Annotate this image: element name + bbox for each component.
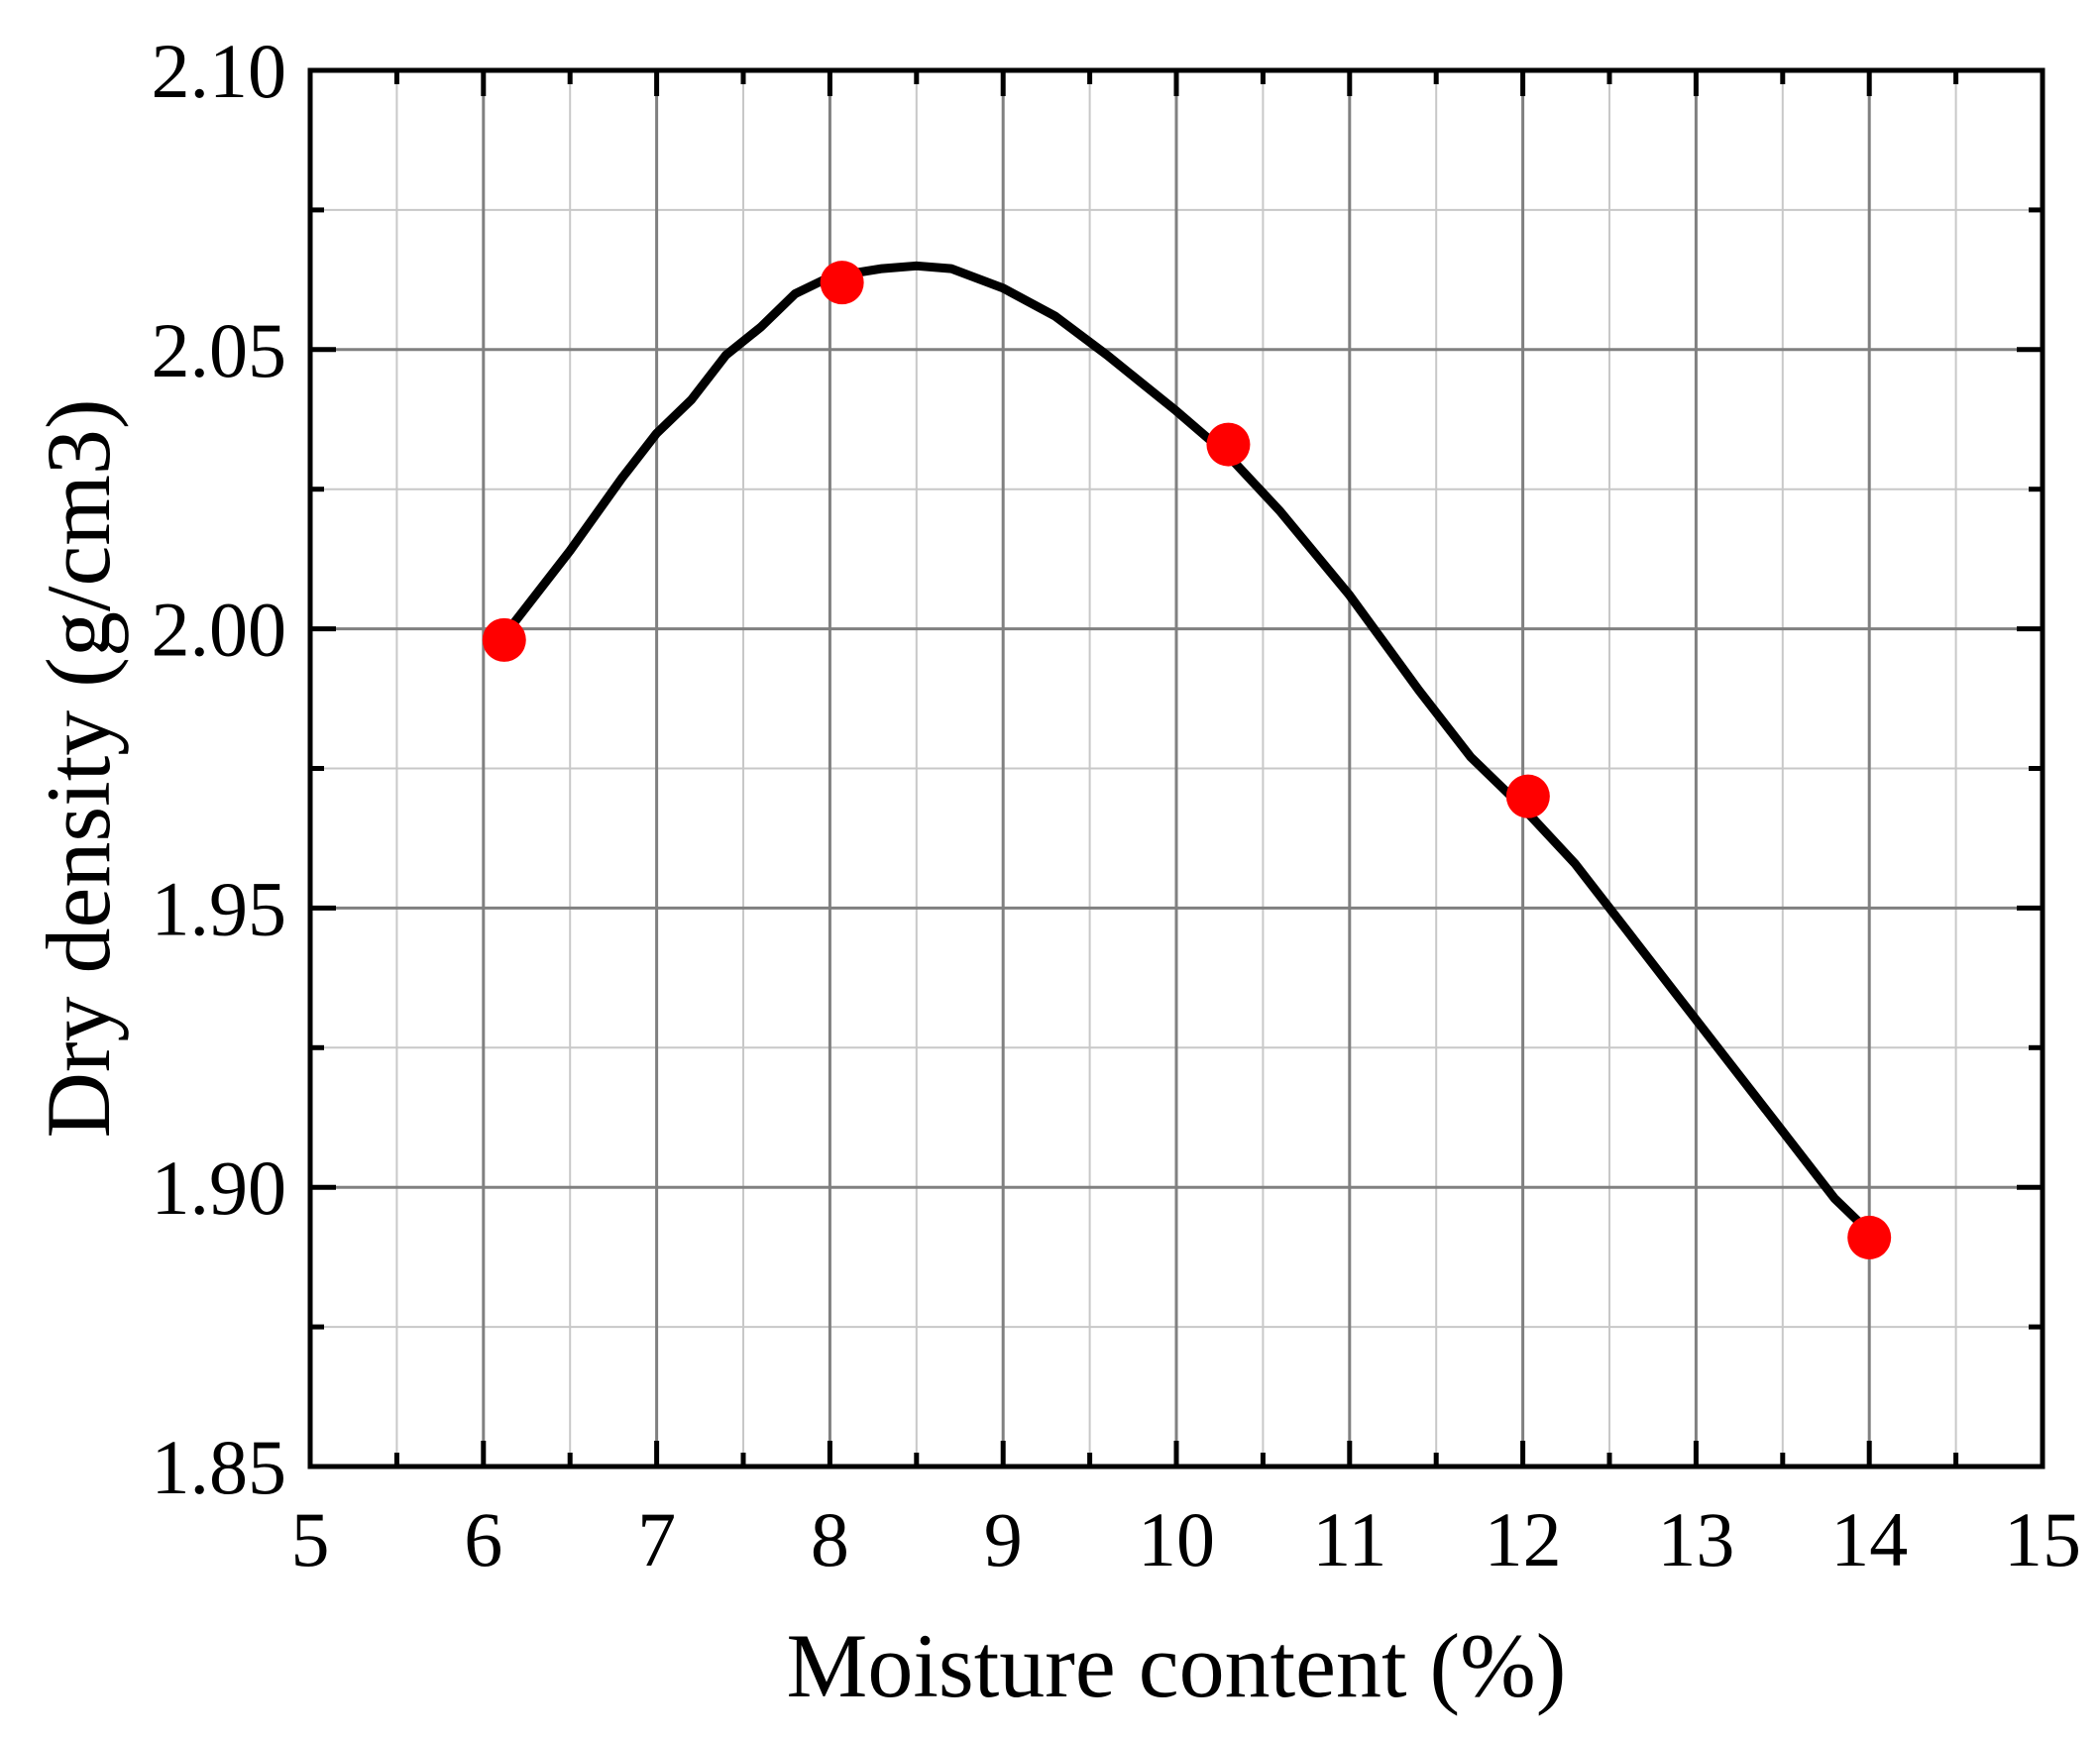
x-tick-labels: 5 6 7 8 9 10 11 12 13 14 15: [291, 1496, 2082, 1582]
x-tick-label: 10: [1138, 1496, 1215, 1582]
gridlines: [308, 68, 2045, 1468]
x-tick-label: 9: [984, 1496, 1023, 1582]
y-tick-label: 1.95: [152, 865, 287, 951]
y-tick-label: 1.85: [152, 1424, 287, 1510]
y-tick-label: 2.05: [152, 307, 287, 393]
x-tick-label: 11: [1312, 1496, 1386, 1582]
data-points: [482, 261, 1892, 1259]
data-point: [482, 617, 526, 662]
x-axis-title: Moisture content (%): [787, 1615, 1567, 1716]
data-point: [1206, 422, 1251, 467]
x-tick-label: 15: [2004, 1496, 2081, 1582]
plot-frame: [307, 67, 2045, 1469]
y-axis-title: Dry density (g/cm3): [28, 398, 129, 1138]
x-tick-label: 12: [1485, 1496, 1562, 1582]
x-tick-label: 5: [291, 1496, 330, 1582]
data-point: [1505, 774, 1550, 818]
x-tick-label: 14: [1830, 1496, 1908, 1582]
x-tick-label: 8: [811, 1496, 849, 1582]
x-tick-label: 13: [1657, 1496, 1734, 1582]
y-tick-label: 1.90: [152, 1144, 287, 1231]
y-tick-label: 2.00: [152, 587, 287, 673]
y-tick-label: 2.10: [152, 28, 287, 114]
data-point: [1847, 1215, 1892, 1259]
data-point: [820, 261, 864, 305]
x-tick-label: 6: [464, 1496, 502, 1582]
x-tick-label: 7: [637, 1496, 676, 1582]
fit-curve-line: [504, 261, 1874, 1237]
y-tick-labels: 1.85 1.90 1.95 2.00 2.05 2.10: [152, 28, 287, 1510]
